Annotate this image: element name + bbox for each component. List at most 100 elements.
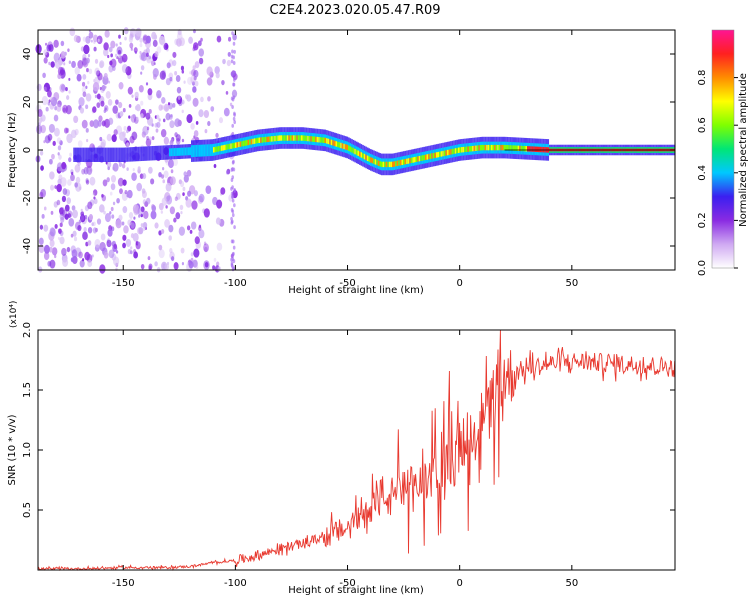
heatmap-ridge-cell [534, 146, 537, 152]
snr-y-tick-label: 1.5 [22, 382, 33, 398]
heatmap-ridge-cell [423, 154, 426, 161]
heatmap-noise-point [155, 128, 159, 133]
heatmap-y-ticks: -40 -20 0 20 40 [22, 48, 675, 254]
heatmap-noise-point [65, 189, 71, 197]
heatmap-noise-point [58, 174, 63, 181]
heatmap-ridge-cell [506, 145, 509, 151]
heatmap-noise-point [77, 60, 84, 69]
heatmap-noise-point [123, 125, 127, 131]
heatmap-ridge-cell [200, 144, 203, 157]
heatmap-noise-point [231, 267, 235, 272]
heatmap-noise-point [88, 214, 94, 221]
heatmap-noise-point [232, 82, 236, 87]
heatmap-ridge-cell [319, 137, 322, 143]
heatmap-ridge-cell [197, 144, 199, 157]
heatmap-ridge-cell [439, 151, 441, 157]
heatmap-ridge-cell [99, 147, 102, 162]
heatmap-noise-point [148, 109, 152, 114]
heatmap-noise-point [119, 41, 122, 45]
heatmap-noise-point [230, 263, 234, 268]
heatmap-noise-point [112, 201, 116, 206]
heatmap-noise-point [174, 70, 178, 76]
heatmap-noise-point [129, 250, 133, 255]
heatmap-noise-point [83, 166, 89, 175]
heatmap-ridge-cell [236, 142, 239, 148]
heatmap-noise-point [162, 167, 165, 171]
heatmap-noise-point [140, 206, 145, 213]
heatmap-noise-point [38, 237, 44, 245]
heatmap-noise-point [185, 198, 192, 208]
heatmap-noise-point [50, 210, 54, 215]
heatmap-noise-point [109, 60, 113, 66]
heatmap-noise-point [65, 104, 72, 115]
heatmap-noise-point [139, 37, 143, 43]
heatmap-noise-point [62, 188, 68, 195]
heatmap-ridge-cell [176, 147, 179, 156]
heatmap-noise-point [118, 34, 121, 39]
heatmap-ridge-cell [114, 147, 116, 162]
heatmap-ridge-cell [167, 145, 170, 160]
heatmap-noise-point [105, 91, 111, 99]
heatmap-noise-point [99, 264, 106, 274]
heatmap-noise-point [170, 138, 174, 143]
heatmap-ridge-cell [468, 146, 471, 152]
heatmap-ridge-cell [333, 140, 336, 147]
heatmap-ridge-cell [442, 150, 444, 157]
heatmap-ridge-cell [208, 144, 210, 157]
heatmap-noise-point [121, 221, 125, 226]
heatmap-noise-point [154, 122, 158, 128]
heatmap-noise-point [47, 133, 53, 141]
heatmap-noise-point [104, 29, 110, 38]
heatmap-noise-point [69, 27, 76, 37]
heatmap-ridge-cell [260, 137, 262, 143]
heatmap-noise-point [226, 170, 229, 175]
heatmap-noise-point [169, 114, 173, 120]
heatmap-noise-point [153, 62, 156, 66]
heatmap-noise-point [67, 210, 73, 218]
heatmap-noise-point [59, 207, 64, 215]
colorbar-ticks: 0.0 0.2 0.4 0.6 0.8 [697, 70, 738, 276]
heatmap-noise-point [154, 51, 159, 58]
colorbar-tick-label: 0.4 [697, 165, 708, 181]
heatmap-noise-point [182, 186, 186, 192]
heatmap-ridge-cell [106, 147, 108, 162]
heatmap-noise-point [142, 35, 147, 41]
heatmap-noise-point [68, 90, 71, 94]
heatmap-ridge-cell [261, 137, 264, 143]
heatmap-noise-point [121, 64, 128, 74]
heatmap-ridge-cell [412, 157, 415, 163]
heatmap-ridge-cell [255, 138, 258, 144]
heatmap-noise-point [122, 242, 126, 249]
heatmap-noise-point [106, 133, 112, 142]
heatmap-ridge-cell [294, 135, 297, 141]
heatmap-x-ticks: -150 -100 -50 0 50 [112, 30, 578, 289]
heatmap-ridge-cell [483, 144, 485, 151]
chart-title: C2E4.2023.020.05.47.R09 [269, 3, 440, 18]
heatmap-noise-point [216, 199, 223, 209]
heatmap-ridge-cell [275, 135, 278, 142]
heatmap-noise-point [204, 246, 208, 253]
heatmap-ridge-cell [514, 145, 517, 151]
heatmap-noise-point [60, 177, 67, 187]
heatmap-noise-point [108, 117, 114, 125]
heatmap-noise-point [232, 167, 236, 172]
heatmap-noise-point [197, 40, 202, 47]
heatmap-noise-point [43, 140, 46, 144]
heatmap-ridge-cell [519, 145, 521, 152]
heatmap-noise-point [122, 108, 126, 113]
heatmap-ridge-cell [184, 147, 187, 156]
heatmap-ridge-cell [271, 136, 273, 142]
heatmap-noise-point [68, 217, 75, 227]
heatmap-ridge-cell [297, 135, 300, 141]
heatmap-ridge-cell [137, 146, 140, 162]
heatmap-ridge-cell [318, 137, 320, 143]
heatmap-ridge-cell [151, 146, 154, 161]
heatmap-ridge-cell [472, 145, 474, 152]
heatmap-ridge-cell [410, 157, 413, 164]
heatmap-noise-point [173, 262, 179, 270]
heatmap-noise-point [50, 96, 54, 102]
heatmap-noise-point [126, 142, 130, 147]
heatmap-noise-point [115, 43, 118, 47]
heatmap-noise-point [140, 113, 144, 119]
heatmap-noise-point [67, 179, 72, 186]
